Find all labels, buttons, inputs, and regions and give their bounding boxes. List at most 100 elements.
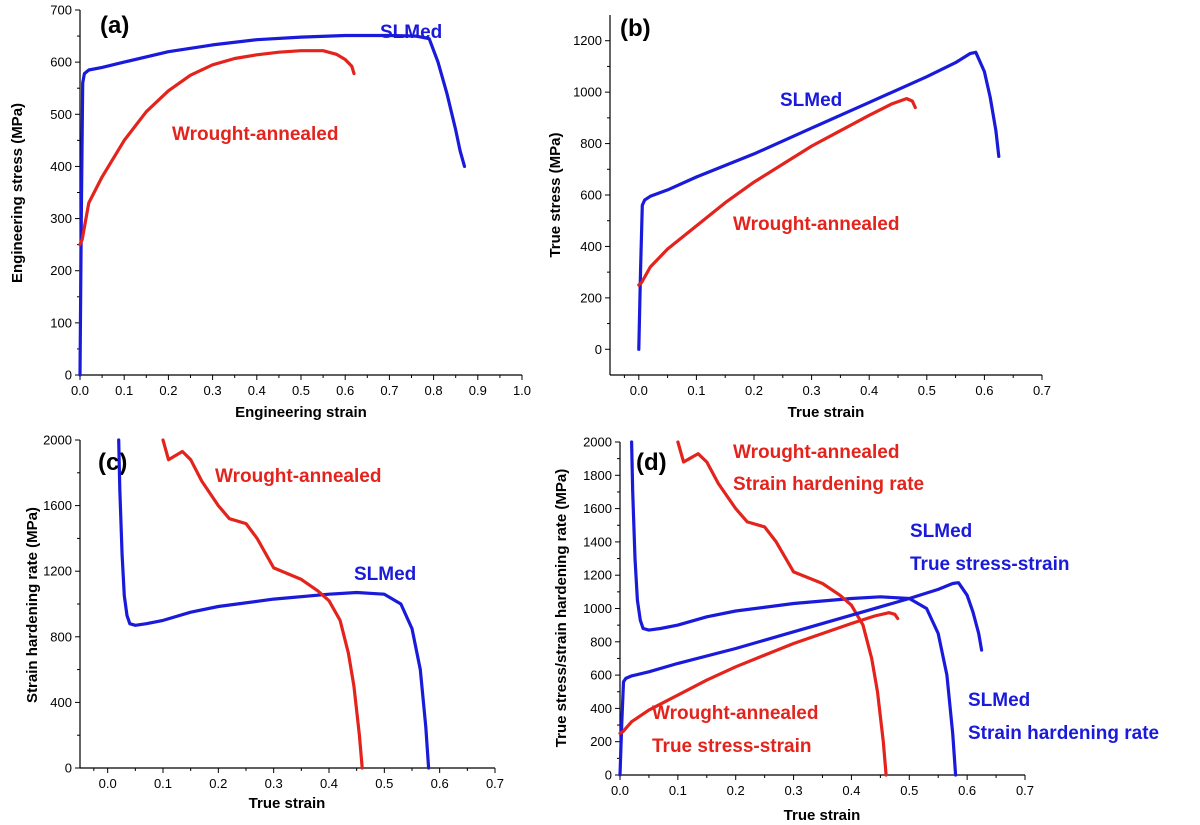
- y-tick-label: 1200: [583, 568, 612, 583]
- x-tick-label: 0.2: [209, 776, 227, 791]
- series-annotation: Wrought-annealed: [733, 442, 899, 463]
- x-axis-label: Engineering strain: [235, 404, 367, 421]
- series-line-wrought: [618, 611, 900, 735]
- series-annotation: Strain hardening rate: [733, 474, 924, 495]
- x-tick-label: 0.0: [630, 383, 648, 398]
- x-tick-label: 0.7: [380, 383, 398, 398]
- x-tick-label: 1.0: [513, 383, 531, 398]
- y-tick-label: 300: [50, 211, 72, 226]
- series-annotation: SLMed: [968, 690, 1030, 711]
- y-tick-label: 800: [50, 629, 72, 644]
- y-tick-label: 400: [580, 239, 602, 254]
- x-tick-label: 0.3: [785, 783, 803, 798]
- y-tick-label: 700: [50, 3, 72, 18]
- series-annotation: Wrought-annealed: [172, 124, 338, 145]
- panel-letter: (d): [636, 449, 667, 476]
- y-tick-label: 1000: [583, 601, 612, 616]
- panel-a: 0.0 0.1 0.2 0.3 0.4 0.5 0.6 0.7 0.8 0.9 1.0 0 100 200…: [9, 3, 531, 422]
- series-line-slmed: [630, 440, 958, 777]
- series-line-slmed: [78, 33, 467, 377]
- x-tick-label: 0.4: [248, 383, 266, 398]
- x-tick-label: 0.2: [727, 783, 745, 798]
- y-tick-label: 200: [50, 263, 72, 278]
- y-tick-label: 0: [65, 761, 72, 776]
- x-tick-label: 0.7: [1016, 783, 1034, 798]
- x-tick-label: 0.8: [425, 383, 443, 398]
- panel-c: 0.0 0.1 0.2 0.3 0.4 0.5 0.6 0.7 0 400 800 1200 1600 2…: [24, 433, 504, 813]
- x-tick-label: 0.0: [611, 783, 629, 798]
- x-tick-label: 0.0: [71, 383, 89, 398]
- y-tick-label: 600: [580, 188, 602, 203]
- x-tick-label: 0.6: [431, 776, 449, 791]
- y-tick-label: 2000: [583, 435, 612, 450]
- series-line-slmed: [618, 581, 984, 777]
- y-tick-label: 1600: [43, 498, 72, 513]
- y-tick-label: 1600: [583, 501, 612, 516]
- series-line-wrought: [637, 97, 917, 287]
- panel-d: 0.0 0.1 0.2 0.3 0.4 0.5 0.6 0.7 0 200 400 600 800 100…: [553, 435, 1159, 825]
- x-tick-label: 0.1: [669, 783, 687, 798]
- y-tick-label: 500: [50, 107, 72, 122]
- x-axis-label: True strain: [784, 807, 861, 824]
- y-axis-label: Strain hardening rate (MPa): [24, 507, 41, 703]
- x-tick-label: 0.3: [803, 383, 821, 398]
- x-tick-label: 0.1: [115, 383, 133, 398]
- series-annotation: Wrought-annealed: [652, 703, 818, 724]
- series-line-wrought: [78, 49, 356, 247]
- y-tick-label: 600: [590, 668, 612, 683]
- x-tick-label: 0.3: [265, 776, 283, 791]
- panel-b: 0.0 0.1 0.2 0.3 0.4 0.5 0.6 0.7 0 200 400 600 800 100…: [547, 15, 1051, 421]
- x-tick-label: 0.1: [154, 776, 172, 791]
- x-tick-label: 0.5: [292, 383, 310, 398]
- y-tick-label: 1200: [573, 33, 602, 48]
- y-tick-label: 100: [50, 315, 72, 330]
- y-tick-label: 1000: [573, 85, 602, 100]
- y-tick-label: 0: [595, 342, 602, 357]
- series-annotation: SLMed: [910, 521, 972, 542]
- panel-letter: (b): [620, 15, 651, 42]
- x-tick-label: 0.5: [918, 383, 936, 398]
- series-annotation: SLMed: [354, 564, 416, 585]
- x-tick-label: 0.2: [159, 383, 177, 398]
- series-annotation: SLMed: [780, 90, 842, 111]
- series-annotation: True stress-strain: [910, 554, 1069, 575]
- x-tick-label: 0.5: [900, 783, 918, 798]
- x-tick-label: 0.4: [320, 776, 338, 791]
- y-tick-label: 0: [605, 768, 612, 783]
- y-tick-label: 400: [50, 695, 72, 710]
- series-annotation: True stress-strain: [652, 736, 811, 757]
- x-tick-label: 0.1: [687, 383, 705, 398]
- x-tick-label: 0.4: [842, 783, 860, 798]
- y-tick-label: 200: [590, 734, 612, 749]
- x-tick-label: 0.9: [469, 383, 487, 398]
- series-line-wrought: [676, 440, 888, 777]
- series-line-wrought: [161, 438, 364, 770]
- y-tick-label: 400: [590, 701, 612, 716]
- y-axis-label: True stress/strain hardening rate (MPa): [553, 469, 570, 747]
- x-tick-label: 0.5: [375, 776, 393, 791]
- y-tick-label: 400: [50, 159, 72, 174]
- series-annotation: Wrought-annealed: [733, 214, 899, 235]
- x-tick-label: 0.2: [745, 383, 763, 398]
- x-tick-label: 0.4: [860, 383, 878, 398]
- x-axis-label: True strain: [788, 404, 865, 421]
- x-tick-label: 0.6: [336, 383, 354, 398]
- panel-letter: (a): [100, 12, 129, 39]
- y-tick-label: 1800: [583, 468, 612, 483]
- x-tick-label: 0.0: [99, 776, 117, 791]
- x-tick-label: 0.7: [1033, 383, 1051, 398]
- x-tick-label: 0.7: [486, 776, 504, 791]
- x-tick-label: 0.6: [958, 783, 976, 798]
- x-tick-label: 0.3: [204, 383, 222, 398]
- y-tick-label: 800: [590, 634, 612, 649]
- y-axis-label: True stress (MPa): [547, 132, 564, 257]
- series-annotation: Strain hardening rate: [968, 723, 1159, 744]
- series-annotation: Wrought-annealed: [215, 466, 381, 487]
- y-axis-label: Engineering stress (MPa): [9, 103, 26, 283]
- y-tick-label: 600: [50, 55, 72, 70]
- y-tick-label: 1400: [583, 534, 612, 549]
- x-tick-label: 0.6: [975, 383, 993, 398]
- y-tick-label: 200: [580, 290, 602, 305]
- series-line-slmed: [637, 50, 1001, 351]
